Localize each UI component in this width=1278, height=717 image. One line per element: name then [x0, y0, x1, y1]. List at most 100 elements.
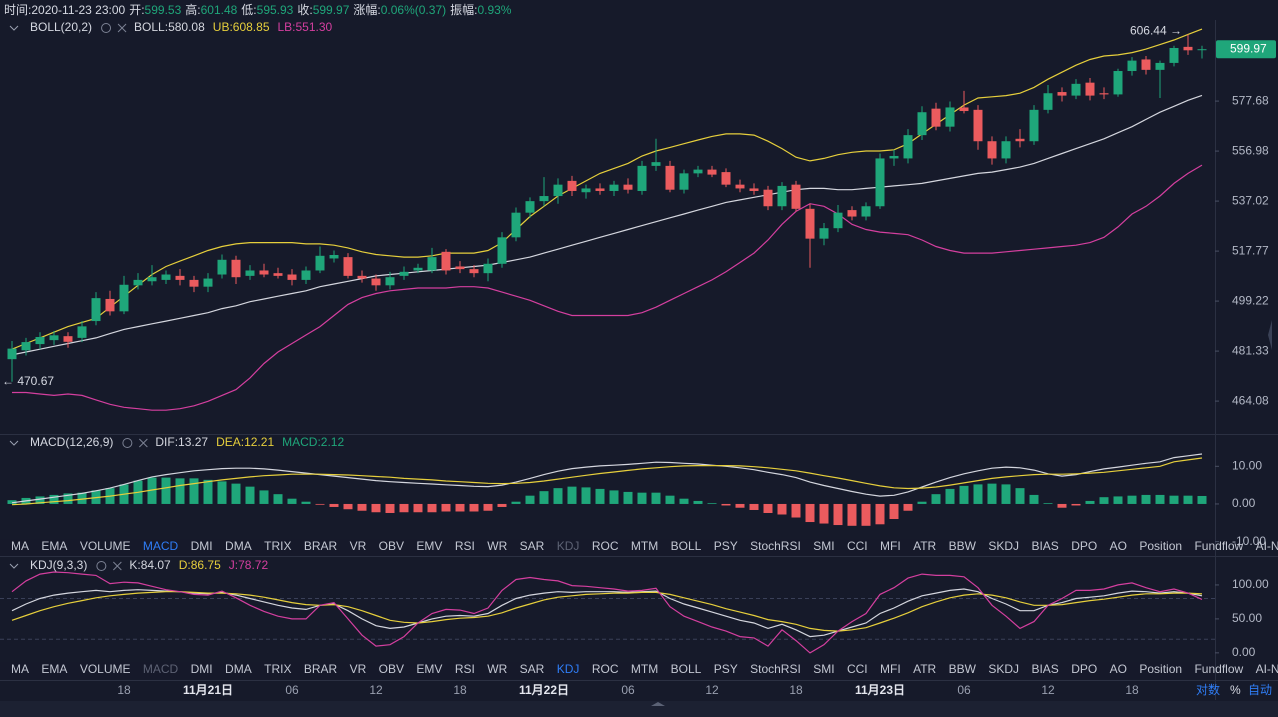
indicator-tab[interactable]: AO: [1110, 539, 1127, 553]
indicator-tab[interactable]: BBW: [949, 662, 977, 676]
candle-body: [805, 208, 815, 239]
candle-body: [189, 279, 199, 287]
indicator-tab[interactable]: Fundflow: [1194, 539, 1243, 553]
collapse-icon[interactable]: [9, 25, 19, 31]
remove-icon[interactable]: [139, 438, 148, 448]
scale-control[interactable]: 对数: [1196, 682, 1220, 697]
indicator-tab[interactable]: AO: [1110, 662, 1127, 676]
candle-body: [35, 337, 45, 345]
indicator-tab[interactable]: DPO: [1071, 539, 1097, 553]
indicator-tab[interactable]: MFI: [880, 662, 901, 676]
indicator-tab[interactable]: Position: [1139, 662, 1182, 676]
indicator-tab[interactable]: VR: [350, 662, 367, 676]
candle-body: [1099, 93, 1109, 95]
indicator-tab[interactable]: TRIX: [264, 662, 291, 676]
indicator-tab[interactable]: MACD: [143, 539, 179, 553]
indicator-tab[interactable]: AI-NetVOL: [1256, 539, 1278, 553]
indicator-tab[interactable]: WR: [487, 539, 507, 553]
scale-control[interactable]: %: [1230, 683, 1241, 697]
indicator-tab[interactable]: DPO: [1071, 662, 1097, 676]
indicator-tab[interactable]: MA: [11, 662, 29, 676]
indicator-tab[interactable]: VR: [350, 539, 367, 553]
indicator-tab[interactable]: SKDJ: [988, 662, 1019, 676]
indicator-tab[interactable]: CCI: [847, 539, 868, 553]
indicator-tab[interactable]: BOLL: [671, 662, 702, 676]
indicator-tab[interactable]: VOLUME: [80, 662, 131, 676]
expand-handle[interactable]: [651, 702, 665, 706]
indicator-tab[interactable]: SAR: [520, 539, 545, 553]
settings-icon[interactable]: [101, 23, 112, 33]
indicator-tab[interactable]: PSY: [714, 662, 738, 676]
side-handle[interactable]: [1268, 320, 1272, 350]
indicator-tab[interactable]: Position: [1139, 539, 1182, 553]
indicator-tab[interactable]: WR: [487, 662, 507, 676]
indicator-tab[interactable]: DMA: [225, 539, 252, 553]
indicator-tab[interactable]: OBV: [379, 539, 404, 553]
candle-body: [833, 212, 843, 229]
indicator-tab[interactable]: SMI: [813, 662, 834, 676]
indicator-tab[interactable]: StochRSI: [750, 539, 801, 553]
indicator-tab[interactable]: VOLUME: [80, 539, 131, 553]
indicator-tab[interactable]: EMV: [416, 662, 442, 676]
macd-bar: [1113, 496, 1123, 504]
indicator-tab[interactable]: MFI: [880, 539, 901, 553]
candle-body: [427, 257, 437, 271]
macd-bar: [525, 495, 535, 504]
candle-body: [49, 335, 59, 341]
macd-bar: [637, 492, 647, 504]
indicator-tab[interactable]: ATR: [913, 539, 936, 553]
indicator-tab[interactable]: PSY: [714, 539, 738, 553]
collapse-icon[interactable]: [9, 563, 19, 569]
indicator-tab[interactable]: ROC: [592, 662, 619, 676]
indicator-tab[interactable]: BIAS: [1031, 662, 1058, 676]
indicator-tab[interactable]: SAR: [520, 662, 545, 676]
macd-bar: [1001, 484, 1011, 504]
indicator-tab[interactable]: KDJ: [557, 539, 580, 553]
candle-body: [763, 189, 773, 207]
indicator-tab[interactable]: AI-NetVOL: [1256, 662, 1278, 676]
indicator-tab[interactable]: StochRSI: [750, 662, 801, 676]
settings-icon[interactable]: [96, 561, 107, 571]
indicator-tab[interactable]: CCI: [847, 662, 868, 676]
indicator-tab[interactable]: Fundflow: [1194, 662, 1243, 676]
indicator-tab[interactable]: RSI: [455, 662, 475, 676]
candle-body: [175, 275, 185, 280]
indicator-tab[interactable]: SMI: [813, 539, 834, 553]
indicator-tab[interactable]: BOLL: [671, 539, 702, 553]
indicator-tab[interactable]: BRAR: [304, 662, 338, 676]
macd-bar: [623, 491, 633, 504]
remove-icon[interactable]: [113, 561, 122, 571]
macd-bar: [7, 500, 17, 504]
indicator-tab[interactable]: MTM: [631, 539, 658, 553]
indicator-tab[interactable]: EMA: [41, 662, 67, 676]
settings-icon[interactable]: [122, 438, 133, 448]
collapse-icon[interactable]: [9, 440, 19, 446]
indicator-tab[interactable]: OBV: [379, 662, 404, 676]
indicator-tab[interactable]: ROC: [592, 539, 619, 553]
indicator-tab[interactable]: EMA: [41, 539, 67, 553]
indicator-line: [12, 164, 1203, 411]
indicator-tab[interactable]: MA: [11, 539, 29, 553]
indicator-tab[interactable]: BBW: [949, 539, 977, 553]
macd-bar: [231, 483, 241, 504]
remove-icon[interactable]: [117, 23, 127, 33]
indicator-tab[interactable]: ATR: [913, 662, 936, 676]
scale-control[interactable]: 自动: [1248, 683, 1272, 697]
indicator-tab[interactable]: EMV: [416, 539, 442, 553]
indicator-tab[interactable]: RSI: [455, 539, 475, 553]
macd-bar: [847, 503, 857, 526]
indicator-tab[interactable]: BRAR: [304, 539, 338, 553]
indicator-tab[interactable]: SKDJ: [988, 539, 1019, 553]
indicator-tab[interactable]: KDJ: [557, 662, 580, 676]
header-value: 595.93: [257, 3, 294, 17]
macd-bar: [455, 503, 465, 512]
indicator-tab[interactable]: DMI: [191, 662, 213, 676]
header-label: 低:: [241, 3, 256, 17]
indicator-tab[interactable]: BIAS: [1031, 539, 1058, 553]
macd-bar: [1141, 494, 1151, 504]
indicator-tab[interactable]: TRIX: [264, 539, 291, 553]
indicator-tab[interactable]: MACD: [143, 662, 179, 676]
indicator-tab[interactable]: DMI: [191, 539, 213, 553]
indicator-tab[interactable]: DMA: [225, 662, 252, 676]
indicator-tab[interactable]: MTM: [631, 662, 658, 676]
